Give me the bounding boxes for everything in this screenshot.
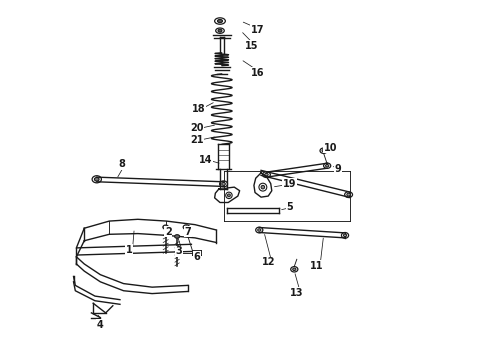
Text: 13: 13 [290,288,303,297]
Text: 7: 7 [184,227,191,237]
Text: 19: 19 [283,179,296,189]
Text: 9: 9 [335,164,341,174]
Ellipse shape [265,174,268,176]
Text: 18: 18 [192,104,205,113]
Text: 10: 10 [324,143,338,153]
Ellipse shape [227,194,230,197]
Text: 21: 21 [190,135,203,145]
Text: 3: 3 [175,247,182,256]
Text: 8: 8 [118,159,125,169]
Ellipse shape [322,149,325,152]
Text: 11: 11 [310,261,323,271]
Ellipse shape [218,19,222,23]
Text: 16: 16 [251,68,264,78]
Text: 20: 20 [190,123,203,133]
Ellipse shape [174,235,180,238]
Ellipse shape [261,185,265,189]
Ellipse shape [343,234,346,237]
Ellipse shape [258,229,261,231]
Ellipse shape [347,193,350,196]
Text: 17: 17 [251,25,264,35]
Text: 2: 2 [165,227,172,237]
Text: 5: 5 [286,202,293,212]
Ellipse shape [163,225,169,229]
Text: 14: 14 [199,156,213,165]
Ellipse shape [185,226,188,228]
Ellipse shape [325,165,329,167]
Text: 15: 15 [245,41,259,51]
Text: 12: 12 [262,257,275,267]
Text: 6: 6 [194,252,200,262]
Ellipse shape [222,183,225,185]
Ellipse shape [95,177,99,181]
Ellipse shape [293,268,296,271]
Text: 4: 4 [97,320,104,330]
Ellipse shape [218,29,222,32]
Text: 1: 1 [125,245,132,255]
